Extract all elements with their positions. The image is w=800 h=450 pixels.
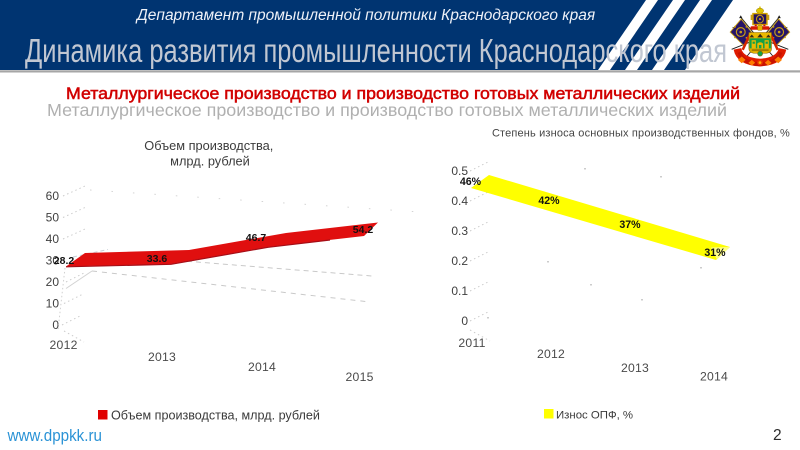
svg-text:2012: 2012	[537, 347, 565, 361]
svg-text:0.3: 0.3	[451, 224, 468, 238]
svg-text:20: 20	[46, 275, 60, 289]
svg-text:42%: 42%	[538, 195, 560, 207]
svg-text:2012: 2012	[50, 338, 78, 352]
svg-text:28.2: 28.2	[54, 255, 75, 267]
svg-text:Металлургическое производство: Металлургическое производство и производ…	[66, 85, 740, 103]
svg-text:Динамика развития промышленнос: Динамика развития промышленности Краснод…	[25, 33, 727, 70]
svg-text:0: 0	[461, 314, 468, 328]
svg-text:млрд. рублей: млрд. рублей	[170, 154, 250, 169]
svg-text:Износ ОПФ, %: Износ ОПФ, %	[556, 410, 633, 422]
svg-text:60: 60	[46, 189, 60, 203]
svg-text:Объем производства,: Объем производства,	[144, 138, 273, 153]
svg-text:Степень износа основных произв: Степень износа основных производственных…	[492, 128, 790, 140]
svg-text:Металлургическое производство: Металлургическое производство и производ…	[47, 100, 727, 120]
svg-text:0.2: 0.2	[451, 254, 468, 268]
svg-text:2011: 2011	[458, 336, 485, 350]
svg-text:2014: 2014	[248, 360, 276, 374]
svg-text:Департамент промышленной полит: Департамент промышленной политики Красно…	[135, 7, 595, 24]
svg-text:0.5: 0.5	[451, 164, 468, 178]
svg-text:10: 10	[46, 296, 60, 310]
svg-text:33.6: 33.6	[147, 253, 168, 265]
svg-text:31%: 31%	[704, 247, 726, 259]
svg-text:40: 40	[46, 232, 60, 246]
svg-text:2015: 2015	[346, 370, 374, 384]
svg-text:37%: 37%	[619, 219, 641, 231]
svg-text:0.4: 0.4	[451, 194, 468, 208]
svg-text:30: 30	[46, 253, 60, 267]
svg-text:46.7: 46.7	[246, 232, 267, 244]
svg-text:2013: 2013	[621, 361, 649, 375]
svg-text:0.1: 0.1	[451, 284, 468, 298]
svg-text:2013: 2013	[148, 350, 176, 364]
svg-text:46%: 46%	[460, 176, 482, 188]
svg-text:2: 2	[773, 427, 782, 444]
svg-text:2014: 2014	[700, 370, 728, 384]
svg-text:Объем производства, млрд. рубл: Объем производства, млрд. рублей	[111, 409, 320, 423]
svg-text:www.dppkk.ru: www.dppkk.ru	[7, 426, 102, 445]
svg-text:54.2: 54.2	[353, 224, 374, 236]
svg-text:50: 50	[46, 210, 60, 224]
svg-text:0: 0	[52, 318, 59, 332]
